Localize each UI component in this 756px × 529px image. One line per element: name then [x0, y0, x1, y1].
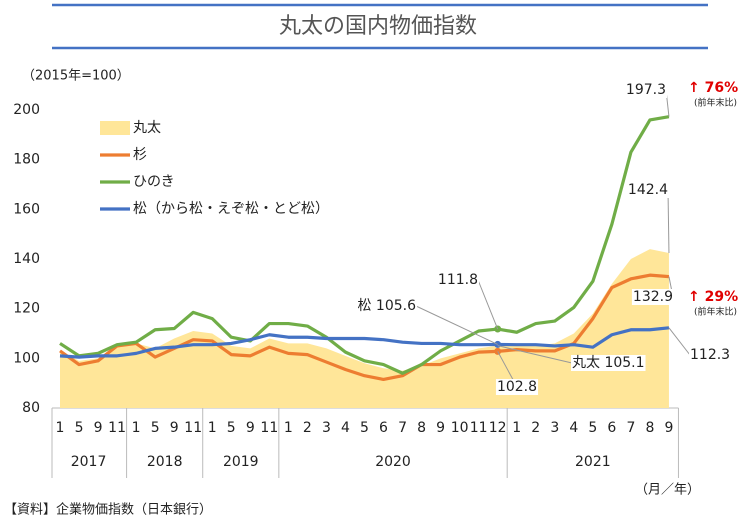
change-label: ↑ 76%: [688, 80, 738, 96]
change-note: (前年末比): [694, 306, 737, 318]
x-tick-label: 12: [489, 420, 507, 436]
x-tick-label: 1: [208, 420, 217, 436]
x-tick-label: 5: [588, 420, 597, 436]
leader-line: [667, 189, 670, 254]
x-tick-label: 8: [645, 420, 654, 436]
data-label: 松 105.6: [357, 298, 416, 314]
x-tick-label: 1: [284, 420, 293, 436]
x-tick-label: 5: [227, 420, 236, 436]
x-tick-label: 6: [379, 420, 388, 436]
y-tick-label: 160: [13, 201, 40, 217]
leader-line: [415, 305, 498, 345]
y-unit: （2015年=100）: [22, 69, 130, 84]
label-bg: [689, 347, 732, 363]
x-tick-label: 2: [303, 420, 312, 436]
data-label: 丸太 105.1: [572, 355, 645, 371]
year-label: 2021: [575, 454, 611, 470]
legend-swatch: [100, 121, 130, 135]
x-tick-label: 9: [436, 420, 445, 436]
x-tick-label: 11: [108, 420, 126, 436]
x-tick-label: 9: [246, 420, 255, 436]
chart-title: 丸太の国内物価指数: [279, 14, 477, 39]
x-tick-label: 9: [170, 420, 179, 436]
x-tick-label: 7: [398, 420, 407, 436]
label-bg: [495, 379, 539, 395]
y-tick-label: 80: [22, 400, 40, 416]
x-tick-label: 11: [470, 420, 488, 436]
leader-line: [497, 345, 573, 364]
x-tick-label: 5: [75, 420, 84, 436]
x-tick-label: 5: [151, 420, 160, 436]
legend-label: 松（から松・えぞ松・とど松）: [133, 201, 329, 217]
x-tick-label: 7: [626, 420, 635, 436]
x-tick-label: 9: [664, 420, 673, 436]
x-tick-label: 4: [341, 420, 350, 436]
x-tick-label: 1: [512, 420, 521, 436]
source: 【資料】企業物価指数（日本銀行）: [4, 502, 212, 518]
change-label: ↑ 29%: [688, 289, 738, 305]
data-label: 142.4: [628, 182, 668, 198]
x-tick-label: 11: [184, 420, 202, 436]
x-tick-label: 10: [451, 420, 469, 436]
x-tick-label: 1: [56, 420, 65, 436]
year-label: 2018: [147, 454, 183, 470]
label-bg: [356, 298, 418, 314]
x-tick-label: 3: [322, 420, 331, 436]
legend-label: 丸太: [133, 120, 161, 136]
data-label: 111.8: [438, 272, 478, 288]
data-label: 102.8: [497, 379, 537, 395]
y-tick-label: 100: [13, 350, 40, 366]
year-label: 2019: [223, 454, 259, 470]
x-tick-label: 2: [531, 420, 540, 436]
year-label: 2017: [71, 454, 107, 470]
x-tick-label: 4: [569, 420, 578, 436]
change-note: (前年末比): [694, 97, 737, 109]
area: [60, 249, 669, 408]
data-label: 132.9: [633, 289, 673, 305]
y-tick-label: 120: [13, 301, 40, 317]
x-unit: （月／年）: [635, 483, 700, 498]
x-tick-label: 1: [132, 420, 141, 436]
label-bg: [626, 182, 670, 198]
x-tick-label: 6: [607, 420, 616, 436]
line: [59, 115, 670, 375]
label-bg: [624, 82, 667, 98]
label-bg: [631, 289, 674, 305]
x-tick-label: 9: [94, 420, 103, 436]
data-label: 112.3: [690, 347, 730, 363]
line: [59, 326, 670, 359]
x-tick-label: 11: [260, 420, 278, 436]
y-tick-label: 200: [13, 102, 40, 118]
x-tick-label: 8: [417, 420, 426, 436]
legend-label: ひのき: [133, 174, 175, 190]
leader-line: [668, 327, 691, 356]
label-bg: [436, 272, 479, 288]
leader-line: [477, 279, 499, 330]
legend-label: 杉: [133, 147, 147, 163]
y-tick-label: 180: [13, 152, 40, 168]
data-label: 197.3: [626, 82, 666, 98]
label-bg: [571, 355, 646, 371]
x-tick-label: 5: [360, 420, 369, 436]
year-label: 2020: [375, 454, 411, 470]
x-tick-label: 3: [550, 420, 559, 436]
y-tick-label: 140: [13, 251, 40, 267]
